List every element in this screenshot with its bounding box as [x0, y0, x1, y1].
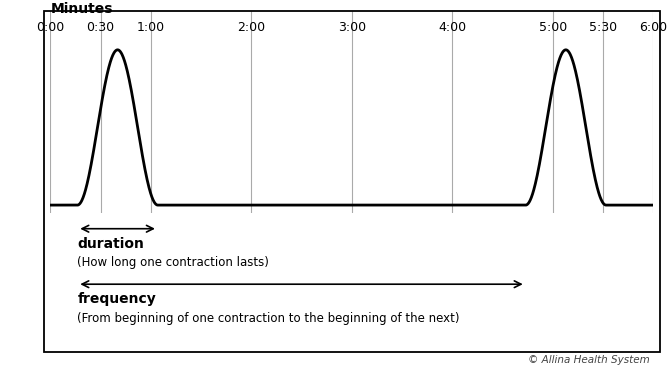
- Text: 1:00: 1:00: [137, 21, 165, 34]
- Text: 3:00: 3:00: [338, 21, 366, 34]
- Text: © Allina Health System: © Allina Health System: [528, 355, 650, 365]
- Text: 2:00: 2:00: [237, 21, 265, 34]
- Text: 0:00: 0:00: [36, 21, 64, 34]
- Text: (From beginning of one contraction to the beginning of the next): (From beginning of one contraction to th…: [78, 312, 460, 325]
- Text: 4:00: 4:00: [438, 21, 466, 34]
- Text: 6:00: 6:00: [639, 21, 667, 34]
- Text: 0:30: 0:30: [86, 21, 115, 34]
- Text: frequency: frequency: [78, 292, 156, 306]
- Text: 5:00: 5:00: [539, 21, 567, 34]
- Text: duration: duration: [78, 237, 144, 251]
- Text: Minutes: Minutes: [50, 2, 113, 16]
- Text: 5:30: 5:30: [589, 21, 617, 34]
- Text: (How long one contraction lasts): (How long one contraction lasts): [78, 257, 269, 269]
